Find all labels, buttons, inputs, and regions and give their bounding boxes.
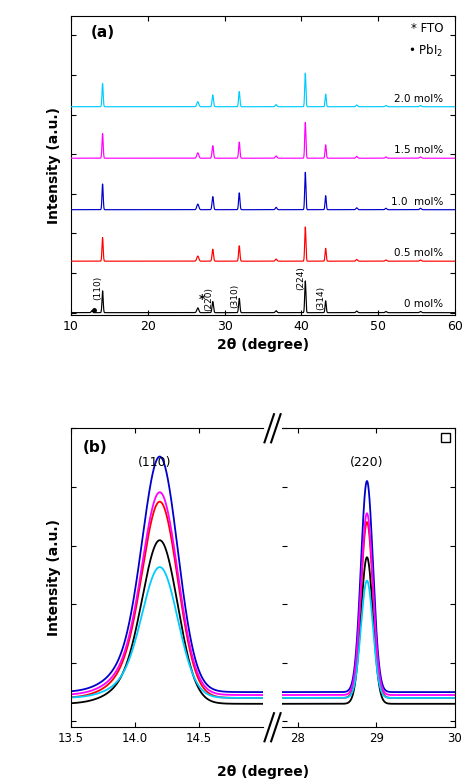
2 mol%: [156, 562, 162, 572]
2 mol%: [255, 694, 260, 703]
Text: 1.0  mol%: 1.0 mol%: [391, 196, 444, 206]
Y-axis label: Intensity (a.u.): Intensity (a.u.): [46, 106, 61, 224]
2 mol%: [219, 693, 225, 702]
0 mol%: [157, 536, 163, 545]
2 mol%: [260, 694, 266, 703]
Text: 0 mol%: 0 mol%: [404, 300, 444, 310]
Text: (220): (220): [204, 287, 213, 310]
0.5 mol%: [78, 691, 84, 701]
Legend: : [441, 433, 450, 442]
0 mol%: [219, 698, 225, 708]
1 mol%: [68, 687, 74, 696]
Line: 0 mol%: 0 mol%: [71, 540, 263, 704]
Text: (220): (220): [350, 457, 384, 469]
Text: 2θ (degree): 2θ (degree): [217, 765, 309, 779]
Text: • PbI$_2$: • PbI$_2$: [408, 42, 444, 59]
0.5 mol%: [255, 694, 260, 703]
0.5 mol%: [157, 497, 163, 507]
0 mol%: [255, 699, 260, 708]
1 mol%: [78, 685, 84, 694]
Text: 2.0 mol%: 2.0 mol%: [394, 94, 444, 103]
0 mol%: [162, 541, 167, 551]
1 mol%: [255, 687, 260, 697]
1 mol%: [260, 687, 266, 697]
0 mol%: [156, 536, 162, 545]
Text: (110): (110): [137, 457, 171, 469]
Text: (314): (314): [317, 286, 326, 310]
1.5 mol%: [255, 691, 260, 700]
2 mol%: [78, 692, 84, 701]
2 mol%: [255, 694, 260, 703]
0.5 mol%: [260, 694, 266, 703]
Line: 2 mol%: 2 mol%: [71, 567, 263, 698]
1 mol%: [255, 687, 260, 697]
1.5 mol%: [68, 690, 74, 699]
X-axis label: 2θ (degree): 2θ (degree): [217, 338, 309, 352]
0.5 mol%: [68, 693, 74, 702]
Text: (110): (110): [93, 276, 102, 300]
Y-axis label: Intensity (a.u.): Intensity (a.u.): [46, 519, 61, 637]
1 mol%: [156, 452, 162, 461]
1 mol%: [162, 460, 167, 469]
2 mol%: [162, 567, 167, 576]
2 mol%: [157, 562, 163, 572]
0.5 mol%: [156, 497, 162, 507]
0 mol%: [260, 699, 266, 708]
Text: * FTO: * FTO: [411, 22, 444, 34]
0.5 mol%: [255, 694, 260, 703]
1.5 mol%: [260, 691, 266, 700]
1.5 mol%: [157, 487, 163, 497]
Text: (310): (310): [230, 284, 239, 308]
1.5 mol%: [162, 494, 167, 504]
Line: 0.5 mol%: 0.5 mol%: [71, 502, 263, 698]
0 mol%: [78, 698, 84, 707]
Text: (a): (a): [90, 24, 114, 40]
Text: 1.5 mol%: 1.5 mol%: [394, 145, 444, 155]
1.5 mol%: [255, 691, 260, 700]
0.5 mol%: [219, 693, 225, 702]
0 mol%: [68, 698, 74, 708]
Line: 1.5 mol%: 1.5 mol%: [71, 492, 263, 695]
1.5 mol%: [219, 690, 225, 699]
0.5 mol%: [162, 504, 167, 513]
1.5 mol%: [78, 688, 84, 698]
1.5 mol%: [156, 487, 162, 497]
Line: 1 mol%: 1 mol%: [71, 457, 263, 692]
Text: 0.5 mol%: 0.5 mol%: [394, 248, 444, 258]
2 mol%: [68, 693, 74, 702]
1 mol%: [157, 452, 163, 461]
Text: (b): (b): [82, 440, 107, 455]
Text: (224): (224): [296, 266, 305, 290]
Text: *: *: [199, 293, 205, 307]
0 mol%: [255, 699, 260, 708]
1 mol%: [219, 687, 225, 696]
